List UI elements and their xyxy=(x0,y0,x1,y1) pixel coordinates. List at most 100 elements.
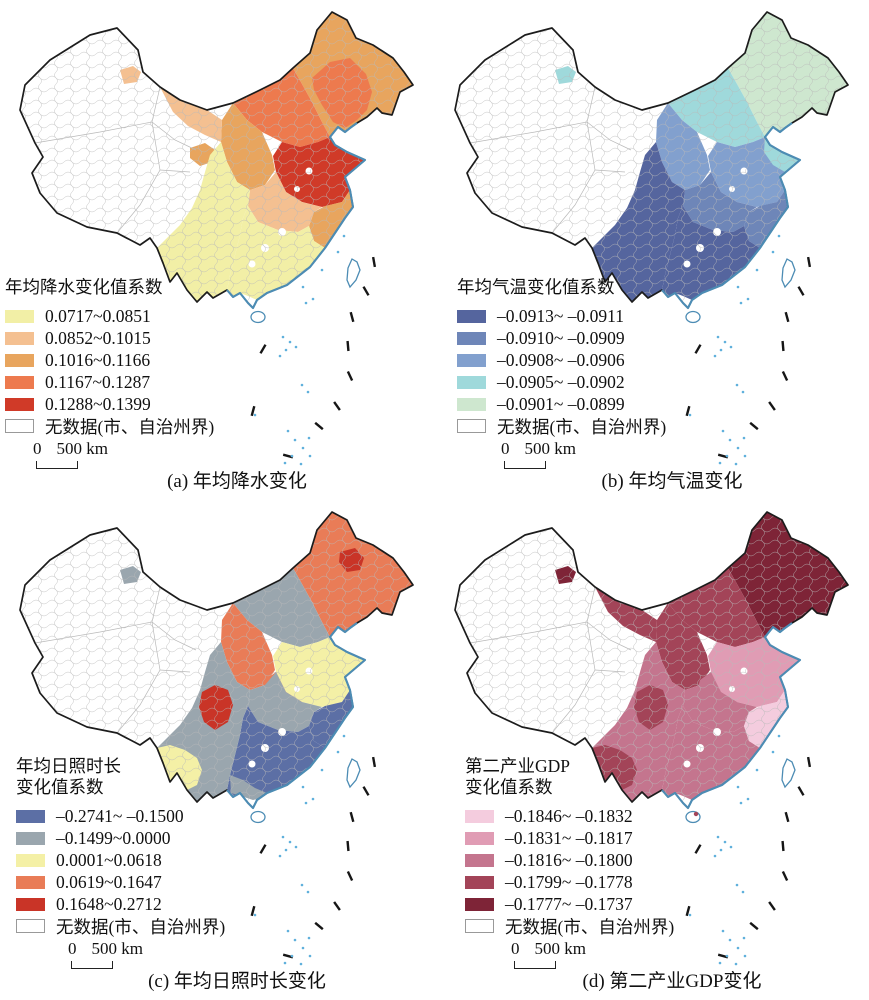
legend-nodata-row: 无数据(市、自治州界) xyxy=(5,415,214,437)
legend-range-label: –0.1777~ –0.1737 xyxy=(505,893,633,914)
scale-zero-label: 0 xyxy=(33,439,42,458)
legend-range-label: 0.0852~0.1015 xyxy=(45,327,151,348)
legend-color-swatch xyxy=(457,397,486,411)
legend-range-label: 0.1167~0.1287 xyxy=(45,371,151,392)
legend-range-label: 0.1288~0.1399 xyxy=(45,393,151,414)
sea-island-dots xyxy=(253,734,346,966)
map-panel-c: 年均日照时长 变化值系数 –0.2741~ –0.1500 –0.1499~0.0… xyxy=(0,500,434,1000)
nine-dash-line xyxy=(685,256,812,459)
legend-item: –0.2741~ –0.1500 xyxy=(16,805,225,827)
map-legend: 年均气温变化值系数 –0.0913~ –0.0911 –0.0910~ –0.09… xyxy=(457,277,666,437)
map-panel-d: 第二产业GDP 变化值系数 –0.1846~ –0.1832 –0.1831~ –… xyxy=(435,500,869,1000)
legend-color-swatch xyxy=(457,353,486,367)
nodata-swatch xyxy=(16,919,45,933)
hainan-colored-dot xyxy=(693,811,699,817)
nodata-label: 无数据(市、自治州界) xyxy=(56,916,226,937)
legend-color-swatch xyxy=(16,831,45,845)
nodata-label: 无数据(市、自治州界) xyxy=(45,416,215,437)
map-legend: 第二产业GDP 变化值系数 –0.1846~ –0.1832 –0.1831~ –… xyxy=(465,756,674,937)
legend-class-rows: –0.1846~ –0.1832 –0.1831~ –0.1817 –0.1816~… xyxy=(465,805,674,915)
legend-range-label: –0.1831~ –0.1817 xyxy=(505,827,633,848)
legend-class-rows: –0.2741~ –0.1500 –0.1499~0.0000 0.0001~0.0… xyxy=(16,805,225,915)
legend-range-label: –0.0901~ –0.0899 xyxy=(497,393,625,414)
scale-bracket xyxy=(504,461,546,469)
legend-nodata-row: 无数据(市、自治州界) xyxy=(465,915,674,937)
coastline xyxy=(661,622,802,810)
legend-nodata-row: 无数据(市、自治州界) xyxy=(16,915,225,937)
legend-item: 0.1167~0.1287 xyxy=(5,371,214,393)
legend-range-label: 0.1016~0.1166 xyxy=(45,349,151,370)
legend-color-swatch xyxy=(5,353,34,367)
nine-dash-line xyxy=(685,756,812,959)
nine-dash-line xyxy=(250,256,377,459)
scale-zero-label: 0 xyxy=(68,939,77,958)
legend-title: 年均日照时长 变化值系数 xyxy=(16,756,121,797)
coastline xyxy=(661,122,802,310)
scale-zero-label: 0 xyxy=(511,939,520,958)
legend-range-label: –0.0910~ –0.0909 xyxy=(497,327,625,348)
scale-distance-label: 500 km xyxy=(524,439,576,458)
scale-bar: 0 500 km xyxy=(501,439,576,469)
legend-range-label: –0.0905~ –0.0902 xyxy=(497,371,625,392)
map-panel-b: 年均气温变化值系数 –0.0913~ –0.0911 –0.0910~ –0.09… xyxy=(435,0,869,500)
scale-bracket xyxy=(514,961,556,969)
scale-zero-label: 0 xyxy=(501,439,510,458)
sea-island-dots xyxy=(688,234,781,466)
legend-item: –0.0908~ –0.0906 xyxy=(457,349,666,371)
legend-color-swatch xyxy=(16,853,45,867)
legend-range-label: –0.1499~0.0000 xyxy=(56,827,171,848)
legend-class-rows: –0.0913~ –0.0911 –0.0910~ –0.0909 –0.0908~… xyxy=(457,305,666,415)
legend-color-swatch xyxy=(465,831,494,845)
legend-range-label: 0.1648~0.2712 xyxy=(56,893,162,914)
legend-item: –0.1499~0.0000 xyxy=(16,827,225,849)
panel-caption: (c) 年均日照时长变化 xyxy=(148,971,326,992)
legend-title: 年均降水变化值系数 xyxy=(5,277,163,297)
scale-distance-label: 500 km xyxy=(534,939,586,958)
hainan-island xyxy=(250,810,266,824)
legend-color-swatch xyxy=(16,897,45,911)
legend-range-label: –0.0913~ –0.0911 xyxy=(497,305,624,326)
legend-item: 0.0717~0.0851 xyxy=(5,305,214,327)
scale-bracket xyxy=(71,961,113,969)
legend-item: –0.1846~ –0.1832 xyxy=(465,805,674,827)
taiwan-island xyxy=(346,258,361,289)
map-legend: 年均日照时长 变化值系数 –0.2741~ –0.1500 –0.1499~0.0… xyxy=(16,756,225,937)
legend-item: –0.1816~ –0.1800 xyxy=(465,849,674,871)
map-legend: 年均降水变化值系数 0.0717~0.0851 0.0852~0.1015 0.10… xyxy=(5,277,214,437)
legend-item: –0.0901~ –0.0899 xyxy=(457,393,666,415)
china-choropleth-map xyxy=(454,11,849,466)
legend-item: 0.0001~0.0618 xyxy=(16,849,225,871)
legend-range-label: 0.0001~0.0618 xyxy=(56,849,162,870)
hainan-island xyxy=(685,310,701,324)
taiwan-island xyxy=(781,758,796,789)
legend-color-swatch xyxy=(16,809,45,823)
nodata-label: 无数据(市、自治州界) xyxy=(497,416,667,437)
legend-color-swatch xyxy=(457,309,486,323)
legend-range-label: 0.0619~0.1647 xyxy=(56,871,162,892)
legend-item: –0.0913~ –0.0911 xyxy=(457,305,666,327)
map-panel-a: 年均降水变化值系数 0.0717~0.0851 0.0852~0.1015 0.10… xyxy=(0,0,434,500)
china-choropleth-map xyxy=(19,11,414,466)
legend-color-swatch xyxy=(465,809,494,823)
legend-class-rows: 0.0717~0.0851 0.0852~0.1015 0.1016~0.1166 0… xyxy=(5,305,214,415)
legend-item: 0.1648~0.2712 xyxy=(16,893,225,915)
scale-bar: 0 500 km xyxy=(511,939,586,969)
scale-numbers: 0 500 km xyxy=(33,439,108,459)
legend-color-swatch xyxy=(457,331,486,345)
nine-dash-line xyxy=(250,756,377,959)
legend-range-label: –0.1816~ –0.1800 xyxy=(505,849,633,870)
legend-color-swatch xyxy=(465,897,494,911)
legend-item: 0.1016~0.1166 xyxy=(5,349,214,371)
legend-item: 0.1288~0.1399 xyxy=(5,393,214,415)
legend-range-label: –0.1799~ –0.1778 xyxy=(505,871,633,892)
legend-color-swatch xyxy=(457,375,486,389)
legend-range-label: –0.0908~ –0.0906 xyxy=(497,349,625,370)
legend-color-swatch xyxy=(5,397,34,411)
sea-island-dots xyxy=(253,234,346,466)
coastline xyxy=(226,122,367,310)
taiwan-island xyxy=(346,758,361,789)
legend-item: –0.1777~ –0.1737 xyxy=(465,893,674,915)
scale-numbers: 0 500 km xyxy=(501,439,576,459)
legend-range-label: –0.2741~ –0.1500 xyxy=(56,805,184,826)
